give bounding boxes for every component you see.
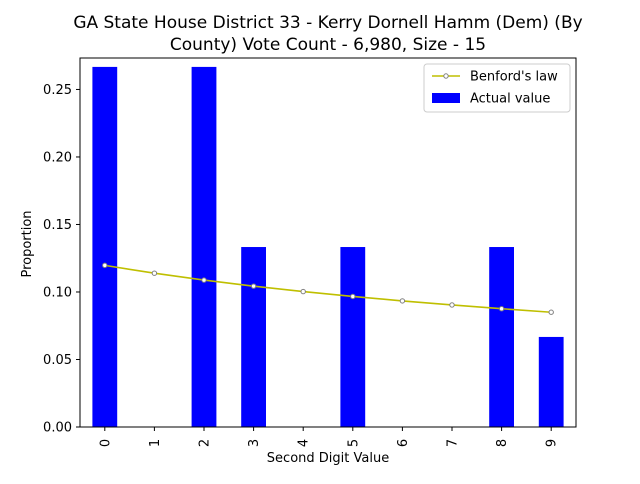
legend-line-marker — [443, 73, 449, 79]
plot-area — [92, 66, 564, 428]
legend-label-actual: Actual value — [470, 92, 550, 107]
benford-point-7 — [449, 302, 455, 308]
bar-2 — [191, 66, 217, 428]
x-tick-label: 2 — [198, 439, 213, 447]
benford-point-3 — [250, 283, 257, 289]
benford-line — [104, 264, 552, 314]
y-tick-label: 0.25 — [43, 83, 72, 98]
benford-point-0 — [102, 262, 108, 269]
x-tick-label: 1 — [148, 439, 163, 447]
x-tick-label: 5 — [346, 439, 361, 447]
benford-point-8 — [498, 306, 505, 312]
legend: Benford's law Actual value — [423, 63, 571, 113]
bar-8 — [489, 247, 514, 427]
x-tick-label: 0 — [98, 439, 113, 447]
y-tick-label: 0.10 — [43, 285, 72, 300]
plot-frame — [79, 57, 577, 428]
benford-point-2 — [201, 277, 207, 283]
benford-point-9 — [548, 309, 554, 315]
benford-point-4 — [300, 288, 306, 295]
bar-0 — [92, 66, 118, 428]
x-tick-label: 6 — [396, 439, 411, 447]
x-tick-label: 3 — [247, 439, 262, 447]
legend-bar-swatch — [432, 93, 460, 103]
bar-5 — [340, 247, 366, 427]
y-tick-label: 0.00 — [43, 421, 72, 436]
x-tick-label: 7 — [446, 439, 461, 447]
y-tick-label: 0.20 — [43, 150, 72, 165]
chart-title-line-1: GA State House District 33 - Kerry Dorne… — [73, 13, 582, 33]
legend-box — [423, 63, 571, 113]
y-axis-label: Proportion — [20, 210, 35, 277]
bar-9 — [538, 336, 564, 427]
x-axis-label: Second Digit Value — [267, 451, 389, 466]
axes: 0.00 0.05 0.10 0.15 0.20 0.25 0 1 2 3 4 5 6 7 8 9 — [43, 57, 577, 447]
x-tick-label: 9 — [545, 439, 560, 447]
benford-point-6 — [399, 298, 406, 304]
benford-point-5 — [350, 293, 356, 300]
legend-label-benford: Benford's law — [470, 70, 558, 85]
x-tick-label: 8 — [495, 439, 510, 447]
chart-title-line-2: County) Vote Count - 6,980, Size - 15 — [170, 35, 486, 55]
y-tick-label: 0.05 — [43, 353, 72, 368]
benford-point-1 — [151, 270, 158, 276]
y-tick-label: 0.15 — [43, 218, 72, 233]
bar-3 — [241, 247, 266, 427]
x-tick-label: 4 — [297, 439, 312, 447]
